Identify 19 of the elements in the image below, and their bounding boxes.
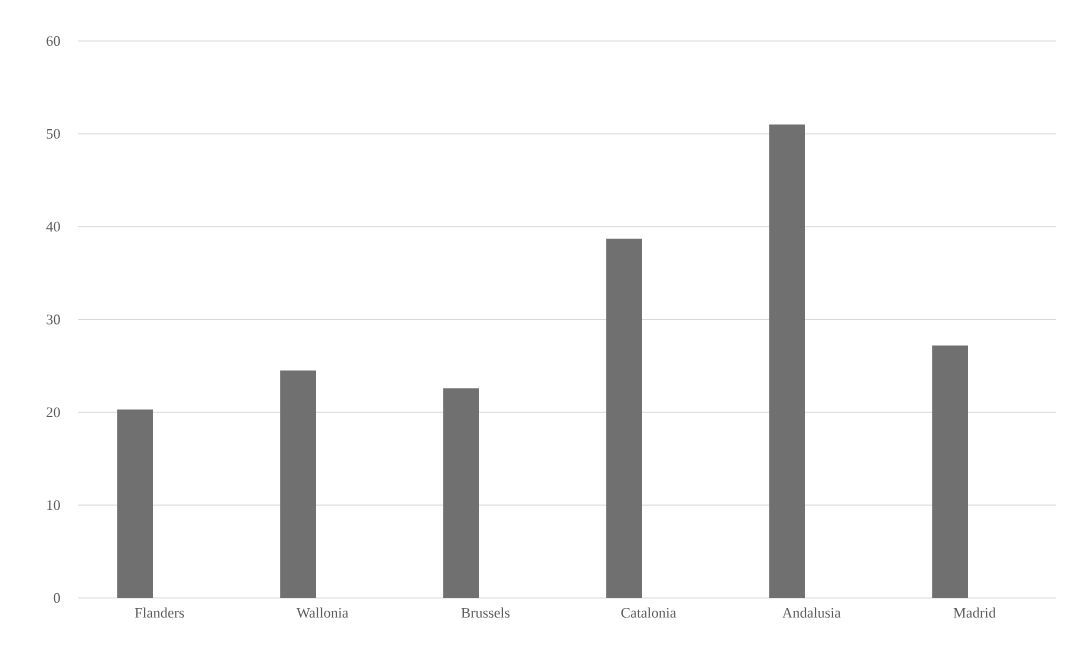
bar: [117, 409, 153, 598]
x-tick-label: Wallonia: [296, 607, 349, 618]
y-tick-label: 50: [46, 128, 60, 139]
bar: [280, 370, 316, 598]
bar: [932, 345, 968, 598]
x-tick-label: Flanders: [134, 607, 184, 618]
x-tick-label: Catalonia: [621, 607, 677, 618]
x-tick-label: Brussels: [461, 607, 510, 618]
x-tick-label: Andalusia: [782, 607, 841, 618]
bar: [606, 238, 642, 598]
y-tick-label: 0: [53, 593, 60, 603]
y-tick-label: 30: [46, 314, 60, 325]
bar: [443, 388, 479, 598]
x-tick-label: Madrid: [953, 607, 996, 618]
y-tick-label: 20: [46, 407, 60, 418]
y-tick-label: 40: [46, 221, 60, 232]
y-tick-label: 60: [46, 36, 60, 46]
bar: [769, 124, 805, 598]
y-tick-label: 10: [47, 500, 60, 511]
